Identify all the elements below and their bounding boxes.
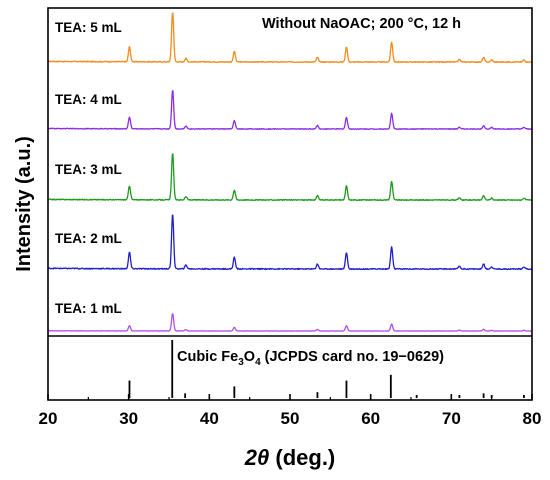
xrd-trace-line bbox=[47, 153, 533, 202]
x-tick-label: 80 bbox=[523, 409, 542, 428]
reference-label: Cubic Fe3O4 (JCPDS card no. 19−0629) bbox=[177, 349, 444, 368]
plot-frame bbox=[47, 7, 533, 401]
trace-labels-layer: TEA: 5 mL TEA: 4 mL TEA: 3 mL TEA: 2 mL TEA:… bbox=[55, 20, 122, 316]
y-axis-label: Intensity (a.u.) bbox=[13, 136, 35, 272]
xrd-trace-line bbox=[47, 214, 533, 271]
x-ticks-layer: 20 30 40 50 60 70 80 bbox=[39, 394, 542, 428]
traces-layer bbox=[47, 12, 533, 332]
trace-label: TEA: 5 mL bbox=[55, 20, 122, 35]
x-tick-label: 50 bbox=[281, 409, 300, 428]
x-tick-label: 30 bbox=[119, 409, 138, 428]
x-axis-label: 2θ (deg.) bbox=[244, 445, 336, 470]
xrd-trace-line bbox=[47, 313, 533, 332]
condition-annotation: Without NaOAC; 200 °C, 12 h bbox=[262, 16, 461, 32]
trace-label: TEA: 1 mL bbox=[55, 301, 122, 316]
x-tick-label: 40 bbox=[200, 409, 219, 428]
reference-layer bbox=[128, 340, 525, 398]
x-tick-label: 60 bbox=[361, 409, 380, 428]
x-tick-label: 20 bbox=[39, 409, 58, 428]
x-tick-label: 70 bbox=[442, 409, 461, 428]
trace-label: TEA: 2 mL bbox=[55, 231, 122, 246]
xrd-trace-line bbox=[47, 12, 533, 64]
xrd-trace-line bbox=[47, 90, 533, 130]
trace-label: TEA: 3 mL bbox=[55, 162, 122, 177]
trace-label: TEA: 4 mL bbox=[55, 92, 122, 107]
